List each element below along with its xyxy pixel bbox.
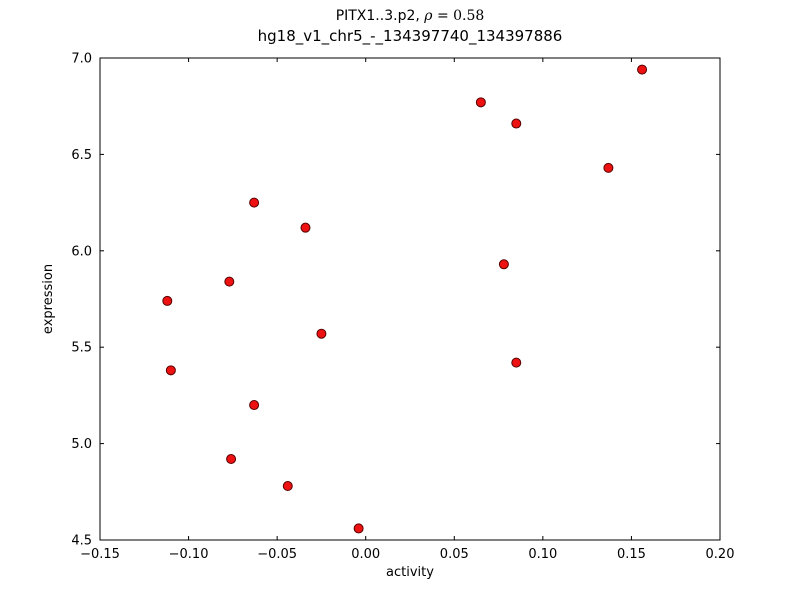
y-tick-label: 6.0 — [71, 244, 92, 259]
x-tick-label: 0.05 — [440, 547, 469, 562]
data-point — [165, 365, 176, 376]
data-point — [249, 197, 260, 208]
data-point — [353, 523, 364, 534]
x-axis-label: activity — [386, 565, 434, 580]
data-point — [475, 97, 486, 108]
data-point — [224, 276, 235, 287]
x-tick-label: 0.20 — [706, 547, 735, 562]
x-tick-label: −0.05 — [257, 547, 297, 562]
x-tick-label: −0.15 — [80, 547, 120, 562]
data-point — [300, 222, 311, 233]
y-axis-label: expression — [41, 264, 56, 334]
x-tick-label: 0.00 — [351, 547, 380, 562]
data-point — [316, 328, 327, 339]
chart-title-line2: hg18_v1_chr5_-_134397740_134397886 — [257, 27, 563, 45]
data-point — [511, 357, 522, 368]
plot-frame — [99, 57, 721, 541]
data-point — [603, 162, 614, 173]
data-point — [282, 481, 293, 492]
y-tick-label: 7.0 — [71, 52, 92, 67]
y-tick-label: 4.5 — [71, 534, 92, 549]
rho-symbol: ρ — [424, 8, 433, 24]
x-tick-label: 0.10 — [528, 547, 557, 562]
data-point — [162, 295, 173, 306]
x-tick-label: 0.15 — [617, 547, 646, 562]
data-point — [498, 259, 509, 270]
data-point — [226, 454, 237, 465]
data-point — [511, 118, 522, 129]
rho-value: = 0.58 — [432, 8, 485, 24]
title-gene-label: PITX1..3.p2, — [335, 8, 425, 24]
data-point — [637, 64, 648, 75]
y-tick-label: 6.5 — [71, 148, 92, 163]
y-tick-label: 5.0 — [71, 437, 92, 452]
chart-title-line1: PITX1..3.p2, ρ = 0.58 — [100, 8, 720, 24]
y-tick-label: 5.5 — [71, 341, 92, 356]
x-tick-label: −0.10 — [169, 547, 209, 562]
data-point — [249, 400, 260, 411]
